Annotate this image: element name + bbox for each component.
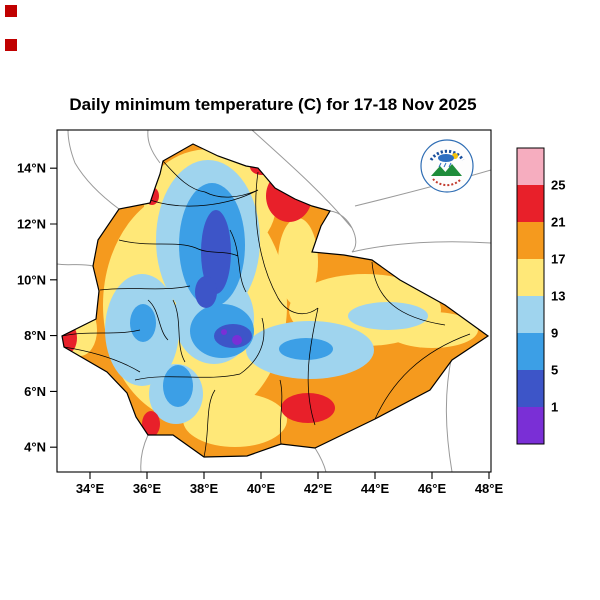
ethiopian-meteorology-institute-logo xyxy=(420,139,474,193)
colorbar-labels: 25 21 17 13 9 5 1 xyxy=(551,178,565,415)
colorbar-segment xyxy=(517,222,544,259)
x-tick-label: 34°E xyxy=(76,481,105,496)
colorbar-label: 5 xyxy=(551,363,558,378)
colorbar-segment xyxy=(517,333,544,370)
colorbar-segment xyxy=(517,259,544,296)
x-tick-label: 36°E xyxy=(133,481,162,496)
colorbar-segment xyxy=(517,148,544,185)
y-axis-ticks xyxy=(50,167,57,448)
colorbar-segment xyxy=(517,407,544,444)
x-tick-label: 42°E xyxy=(304,481,333,496)
y-tick-label: 14°N xyxy=(17,161,46,176)
colorbar-segment xyxy=(517,370,544,407)
logo-cloud-icon xyxy=(438,154,454,162)
plot-frame xyxy=(56,129,492,473)
red-marker-second xyxy=(5,39,17,51)
colorbar-label: 17 xyxy=(551,252,565,267)
x-tick-label: 46°E xyxy=(418,481,447,496)
red-marker-top xyxy=(5,5,17,17)
logo-rain-icon xyxy=(438,162,452,168)
colorbar-label: 21 xyxy=(551,215,565,230)
x-axis-labels: 34°E 36°E 38°E 40°E 42°E 44°E 46°E 48°E xyxy=(76,481,504,496)
logo-arc-text-top xyxy=(429,149,465,161)
logo-arc-text-bottom xyxy=(432,178,462,187)
temperature-fill-regions xyxy=(62,149,478,447)
admin-boundaries xyxy=(62,160,471,457)
x-tick-label: 40°E xyxy=(247,481,276,496)
colorbar-label: 9 xyxy=(551,326,558,341)
x-axis-ticks xyxy=(89,472,490,479)
colorbar: 25 21 17 13 9 5 1 xyxy=(516,147,565,445)
logo-circle xyxy=(420,139,474,193)
colorbar-label: 1 xyxy=(551,400,558,415)
y-tick-label: 8°N xyxy=(24,328,46,343)
colorbar-segment xyxy=(517,296,544,333)
y-tick-label: 12°N xyxy=(17,217,46,232)
x-tick-label: 48°E xyxy=(475,481,504,496)
x-tick-label: 38°E xyxy=(190,481,219,496)
x-tick-label: 44°E xyxy=(361,481,390,496)
y-tick-label: 4°N xyxy=(24,440,46,455)
y-tick-label: 10°N xyxy=(17,272,46,287)
logo-mountain-icon xyxy=(442,164,462,176)
band-below-1 xyxy=(221,329,242,345)
colorbar-border xyxy=(516,147,545,445)
colorbar-segment xyxy=(517,185,544,222)
figure-title: Daily minimum temperature (C) for 17-18 … xyxy=(69,95,476,114)
y-axis-labels: 14°N 12°N 10°N 8°N 6°N 4°N xyxy=(17,161,46,455)
colorbar-label: 25 xyxy=(551,178,565,193)
colorbar-label: 13 xyxy=(551,289,565,304)
ethiopia-outline xyxy=(61,143,490,458)
y-tick-label: 6°N xyxy=(24,384,46,399)
